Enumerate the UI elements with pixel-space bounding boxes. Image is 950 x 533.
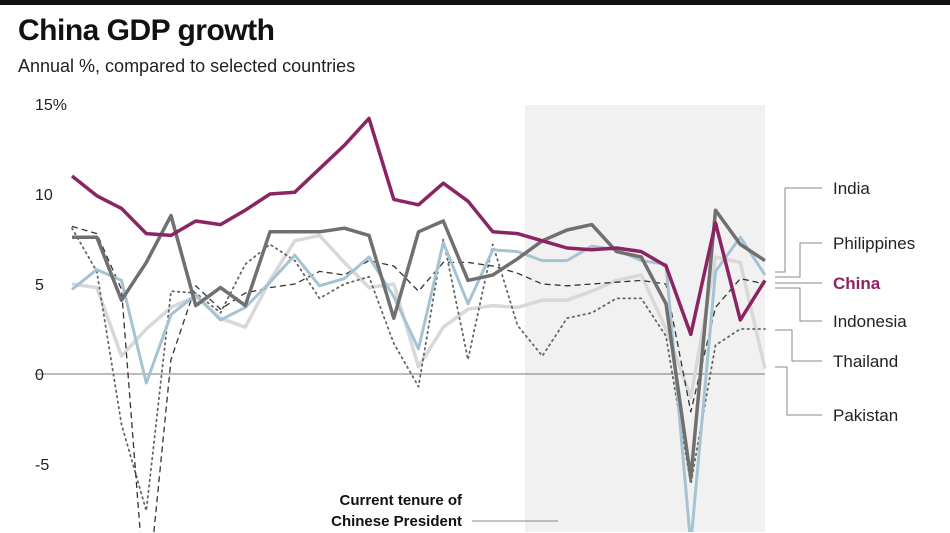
- y-tick-label: 5: [35, 277, 44, 294]
- y-tick-label: 10: [35, 187, 53, 204]
- y-tick-label: -5: [35, 457, 49, 474]
- legend-layer: India Philippines China Indonesia Thailand Pa…: [775, 179, 915, 425]
- legend-label-china: China: [833, 274, 881, 293]
- legend-connector-philippines: [775, 242, 822, 278]
- axes-layer: 15% 10 5 0 -5: [35, 97, 765, 474]
- series-line-thailand: [71, 227, 766, 512]
- series-line-indonesia: [71, 225, 766, 533]
- y-tick-label: 0: [35, 367, 44, 384]
- chart-subtitle: Annual %, compared to selected countries: [18, 56, 356, 76]
- legend-connector-pakistan: [775, 366, 822, 416]
- annotation-layer: Current tenure of Chinese President: [331, 492, 558, 530]
- shaded-period: [524, 105, 765, 532]
- legend-label-philippines: Philippines: [833, 234, 915, 253]
- legend-label-pakistan: Pakistan: [833, 406, 898, 425]
- lines-layer: [70, 116, 767, 533]
- top-bar: [0, 0, 950, 5]
- tenure-label-line2: Chinese President: [331, 513, 462, 530]
- y-tick-label: 15%: [35, 97, 67, 114]
- chart-title: China GDP growth: [18, 14, 275, 47]
- tenure-label-line1: Current tenure of: [339, 492, 463, 509]
- legend-connector-indonesia: [775, 287, 822, 322]
- legend-label-india: India: [833, 179, 870, 198]
- series-line-china: [70, 116, 767, 337]
- legend-connector-thailand: [775, 329, 822, 362]
- series-line-india: [72, 208, 766, 481]
- legend-label-indonesia: Indonesia: [833, 312, 907, 331]
- legend-label-thailand: Thailand: [833, 352, 898, 371]
- legend-connector-india: [775, 187, 822, 273]
- shade-layer: [524, 105, 765, 532]
